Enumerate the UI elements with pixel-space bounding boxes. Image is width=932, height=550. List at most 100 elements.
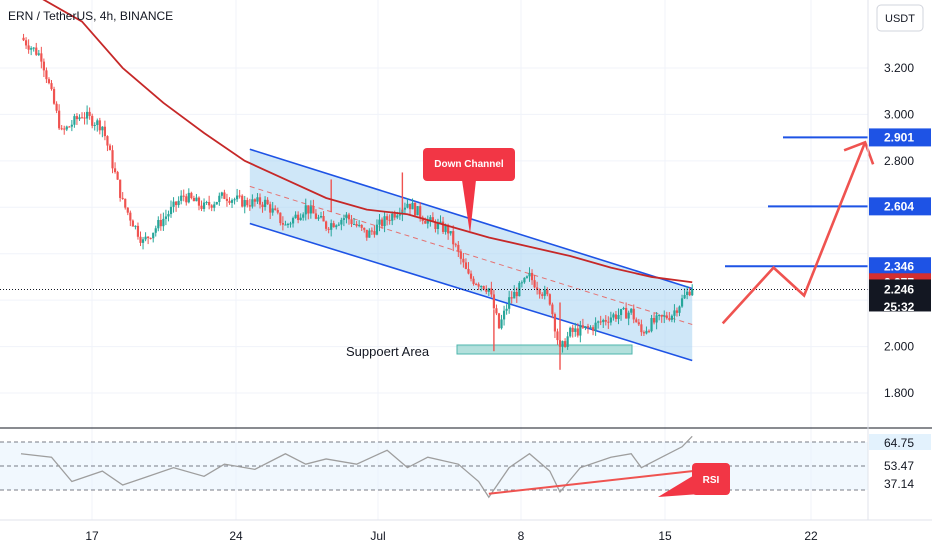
candle-body [220,192,223,196]
candle-body [563,341,567,347]
candle-body [93,124,96,126]
candle-body [236,195,239,200]
candle-body [462,258,465,263]
price-tag-label: 2.346 [884,259,914,273]
candle-body [152,232,155,239]
candle-body [225,198,229,201]
candle-body [281,223,284,225]
price-tag-target [869,257,931,276]
candle-body [419,206,422,218]
candle-body [131,220,134,227]
time-scale[interactable]: 17 24 Jul 8 15 22 [85,529,818,543]
candle-body [30,48,33,50]
candle-body [213,204,216,208]
candle-body [116,172,119,180]
candle-body [632,308,635,320]
candle-body [482,286,485,290]
candle-body [678,306,681,313]
candle-body [342,218,345,220]
candle-body [233,199,236,201]
candle-body [383,216,386,227]
candle-body [505,308,508,311]
candle-body [347,214,351,220]
candle-body [541,294,544,296]
candle-body [68,126,71,128]
candle-body [393,213,396,218]
rsi-callout-label: RSI [703,475,720,486]
price-tag-target [869,197,931,216]
candle-body [546,289,549,295]
time-tick-label: 15 [658,529,672,543]
currency-button[interactable]: USDT [876,4,924,32]
candle-body [187,192,190,203]
candle-body [197,197,201,206]
candle-body [609,317,612,323]
candle-body [55,103,58,111]
candle-body [429,217,432,221]
candle-body [391,213,394,221]
candle-body [119,179,122,198]
candle-body [185,196,188,203]
candle-body [619,309,623,316]
candle-body [355,223,358,226]
candle-body [58,110,61,129]
candle-body [457,244,460,252]
candle-body [673,310,676,316]
candle-body [581,325,584,328]
price-tag-target [869,128,931,147]
candle-body [655,315,658,323]
candle-body [660,315,663,317]
candle-body [635,319,638,323]
rsi-value-mid: 53.47 [884,459,914,473]
moving-average-line [42,0,693,284]
candle-body [47,79,51,84]
candle-body [263,199,267,208]
candle-body [205,202,208,204]
candle-body [91,115,94,126]
candle-body [640,324,643,333]
candle-body [424,220,427,224]
candle-body [431,217,434,222]
candle-body [111,150,114,169]
candle-body [622,307,625,310]
candle-body [617,315,620,320]
candle-body [73,116,76,125]
candle-body [485,289,488,292]
candle-body [469,273,473,279]
symbol-title: ERN / TetherUS, 4h, BINANCE [8,9,173,23]
candle-body [571,327,574,332]
candle-body [50,83,53,90]
candle-body [439,221,442,223]
support-area-label: Suppoert Area [346,344,430,359]
candle-body [42,61,45,71]
candle-body [413,203,417,216]
rsi-value-upper: 64.75 [884,436,914,450]
candle-body [551,304,554,315]
candle-body [202,202,206,209]
candle-body [495,308,498,314]
candle-body [472,278,475,284]
candle-body [388,219,391,221]
candle-body [75,116,79,120]
candle-body [477,284,480,287]
candle-body [625,307,628,319]
candle-body [569,327,572,337]
candle-body [340,219,343,225]
candle-body [490,288,493,295]
candle-body [251,199,254,207]
candle-body [589,327,592,329]
candle-body [645,330,648,334]
candle-body [528,272,531,277]
candle-body [126,207,129,213]
candle-body [299,217,302,221]
target-lines [725,136,868,268]
candle-body [337,224,340,226]
candle-body [195,197,198,202]
candle-body [686,291,689,295]
candle-body [530,272,534,281]
candle-body [78,117,81,120]
candle-body [154,228,157,233]
candle-body [291,218,295,224]
price-tick-label: 1.800 [884,386,914,400]
